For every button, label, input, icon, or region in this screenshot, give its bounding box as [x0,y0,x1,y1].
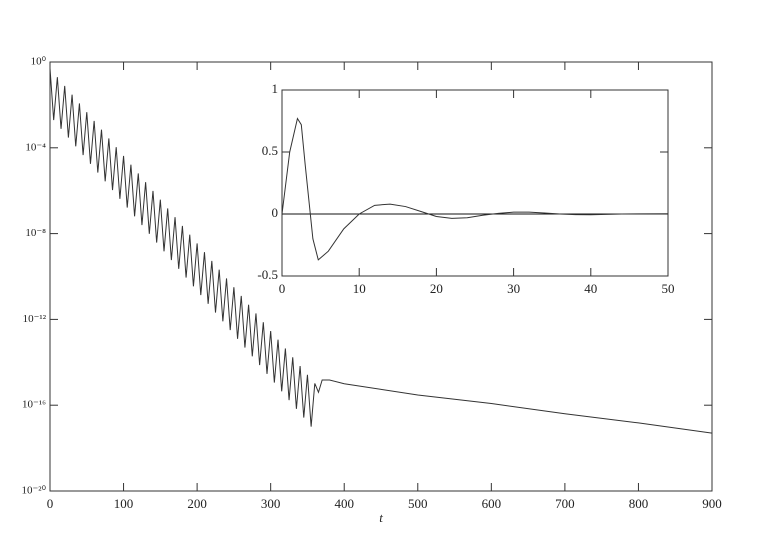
y-tick-label: 10⁰ [31,56,47,68]
x-tick-label: 0 [47,496,54,511]
x-tick-label: 800 [629,496,649,511]
y-tick-label: 1 [272,81,279,96]
inset-frame [281,89,669,277]
y-tick-label: 0 [272,205,279,220]
x-tick-label: 50 [662,281,675,296]
y-tick-label: 10⁻⁸ [25,227,46,239]
x-tick-label: 400 [334,496,354,511]
y-tick-label: 0.5 [262,143,278,158]
y-tick-label: 10⁻¹⁶ [22,399,46,411]
x-tick-label: 20 [430,281,443,296]
x-tick-label: 100 [114,496,134,511]
x-tick-label: 30 [507,281,520,296]
y-tick-label: 10⁻⁴ [25,141,46,153]
plot-frame [49,61,713,492]
y-tick-label: 10⁻¹² [23,313,47,325]
x-tick-label: 40 [584,281,597,296]
y-tick-label: -0.5 [257,267,278,282]
x-tick-label: 700 [555,496,575,511]
x-tick-label: 10 [353,281,366,296]
x-tick-label: 600 [482,496,502,511]
x-tick-label: 200 [187,496,207,511]
data-line [281,117,669,261]
data-line [49,68,713,434]
x-tick-label: 900 [702,496,722,511]
x-axis-label: t [379,510,383,525]
y-tick-label: 10⁻²⁰ [21,485,46,497]
x-tick-label: 0 [279,281,286,296]
x-tick-label: 500 [408,496,428,511]
x-tick-label: 300 [261,496,281,511]
